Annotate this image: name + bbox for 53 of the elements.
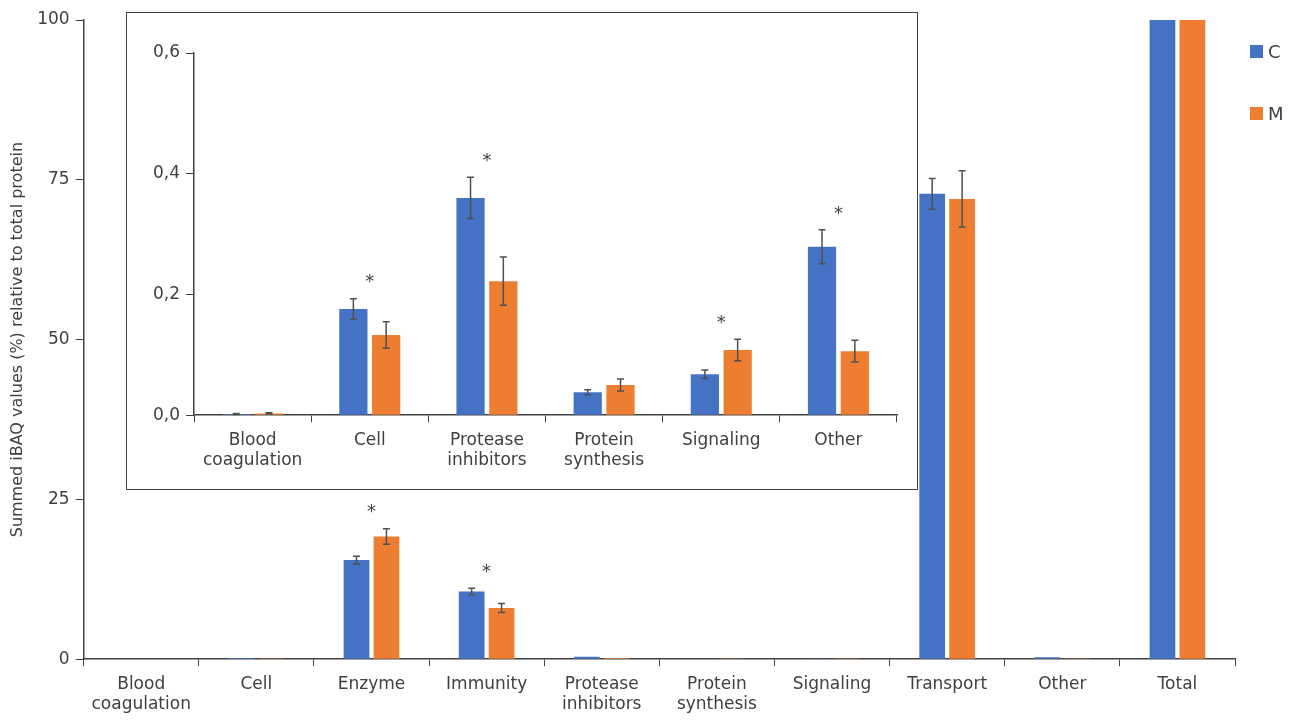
legend-label: C xyxy=(1268,40,1281,62)
bar xyxy=(919,193,946,659)
bar xyxy=(373,536,400,659)
bar xyxy=(339,308,368,415)
annotation: * xyxy=(833,201,843,223)
y-axis-title: Summed iBAQ values (%) relative to total protein xyxy=(6,141,26,538)
x-tick-label: Other xyxy=(814,428,863,449)
x-tick-label: Cell xyxy=(353,428,386,449)
x-tick-label: Protein synthesis xyxy=(676,672,758,714)
y-tick-label: 0,6 xyxy=(152,41,181,62)
bar xyxy=(573,392,602,415)
x-tick-label: Immunity xyxy=(446,672,528,693)
y-tick-label: 0,2 xyxy=(152,282,181,303)
bar xyxy=(949,198,975,659)
x-tick-label: Other xyxy=(1038,672,1087,693)
y-tick-label: 25 xyxy=(48,487,70,508)
bar xyxy=(372,334,401,415)
y-tick-label: 0 xyxy=(58,647,70,668)
bar xyxy=(723,350,752,415)
bar xyxy=(840,351,869,415)
bar xyxy=(456,197,485,415)
x-tick-label: Protease inhibitors xyxy=(447,428,527,470)
x-tick-label: Signaling xyxy=(682,428,761,449)
bar xyxy=(488,608,515,659)
annotation: * xyxy=(365,270,375,292)
y-tick-label: 50 xyxy=(48,328,70,349)
bar xyxy=(489,281,518,415)
bar xyxy=(458,591,485,659)
x-tick-label: Cell xyxy=(240,672,273,693)
bar xyxy=(606,385,635,415)
annotation: * xyxy=(482,149,492,171)
x-tick-label: Protease inhibitors xyxy=(562,672,642,714)
annotation: * xyxy=(482,559,492,581)
x-tick-label: Transport xyxy=(906,672,988,693)
legend-label: M xyxy=(1268,102,1284,124)
bar xyxy=(1149,20,1176,659)
annotation: * xyxy=(366,500,376,522)
x-tick-label: Blood coagulation xyxy=(91,672,191,714)
bar xyxy=(343,560,370,659)
bar xyxy=(1179,20,1206,659)
x-tick-label: Total xyxy=(1156,672,1198,693)
y-tick-label: 75 xyxy=(48,168,70,189)
y-tick-label: 0,4 xyxy=(152,162,181,183)
x-tick-label: Signaling xyxy=(792,672,872,693)
y-tick-label: 0,0 xyxy=(152,403,181,424)
x-tick-label: Blood coagulation xyxy=(202,428,303,470)
x-tick-label: Protein synthesis xyxy=(564,428,645,470)
bar xyxy=(690,374,719,415)
annotation: * xyxy=(716,310,726,332)
y-tick-label: 100 xyxy=(37,8,70,29)
bar xyxy=(573,656,600,659)
x-tick-label: Enzyme xyxy=(337,672,406,693)
bar xyxy=(807,246,837,415)
